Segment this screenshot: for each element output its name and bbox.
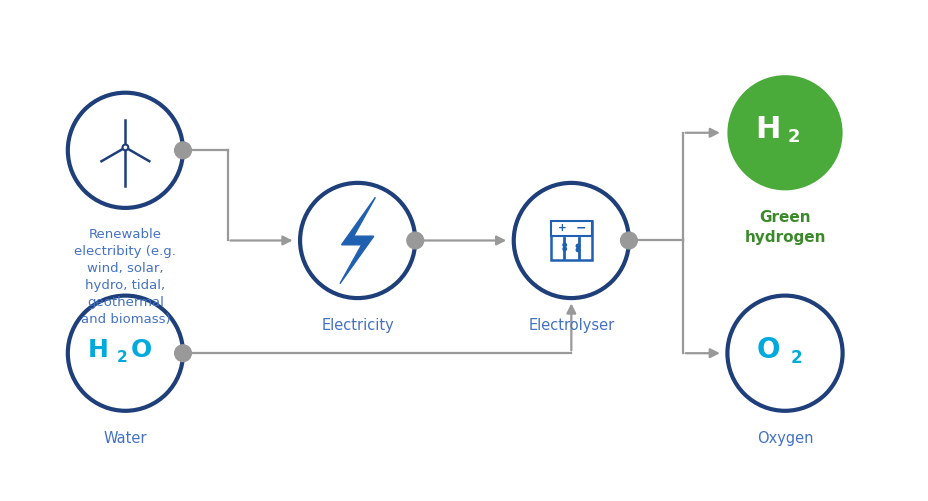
Text: O: O [756, 336, 780, 364]
Text: Electricity: Electricity [321, 318, 393, 333]
Ellipse shape [68, 296, 183, 411]
Ellipse shape [562, 247, 566, 250]
Text: Renewable
electribity (e.g.
wind, solar,
hydro, tidal,
geothermal
and biomass): Renewable electribity (e.g. wind, solar,… [74, 228, 176, 326]
Text: H: H [754, 115, 780, 144]
Ellipse shape [727, 296, 842, 411]
Ellipse shape [122, 145, 128, 150]
Polygon shape [340, 197, 375, 284]
FancyBboxPatch shape [550, 221, 591, 260]
Text: Electrolyser: Electrolyser [528, 318, 613, 333]
Ellipse shape [174, 142, 191, 159]
Text: Green
hydrogen: Green hydrogen [743, 210, 825, 245]
Text: 2: 2 [787, 128, 799, 146]
Text: Oxygen: Oxygen [756, 431, 812, 446]
Ellipse shape [406, 232, 423, 249]
Text: 2: 2 [117, 350, 128, 365]
Text: +: + [557, 223, 566, 233]
Ellipse shape [620, 232, 637, 249]
Ellipse shape [575, 248, 579, 252]
Ellipse shape [174, 345, 191, 362]
Ellipse shape [300, 183, 415, 298]
Text: H: H [87, 338, 108, 362]
Text: 2: 2 [790, 349, 802, 367]
Ellipse shape [562, 243, 566, 246]
Ellipse shape [513, 183, 628, 298]
FancyBboxPatch shape [550, 221, 591, 236]
Ellipse shape [727, 75, 842, 190]
Text: −: − [574, 222, 585, 235]
Ellipse shape [575, 244, 579, 247]
Text: Water: Water [104, 431, 147, 446]
Ellipse shape [68, 93, 183, 208]
Text: O: O [131, 338, 152, 362]
